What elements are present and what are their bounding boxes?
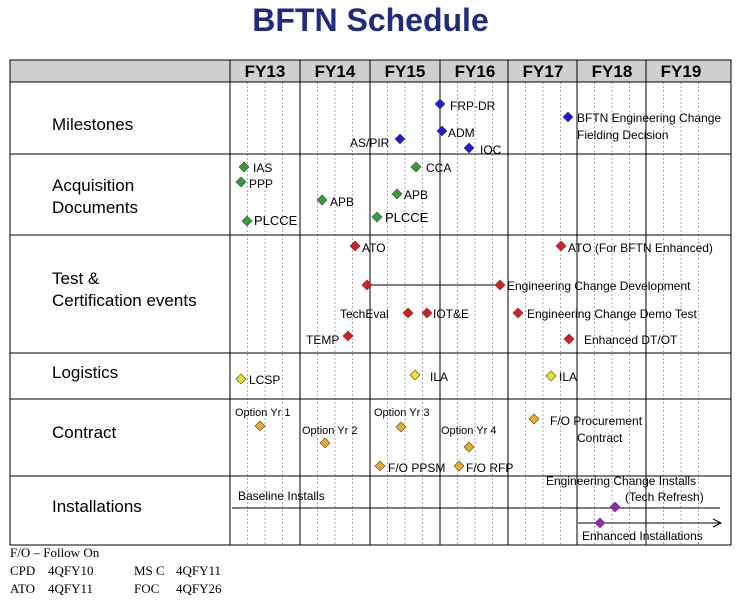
event-label: ADM (448, 126, 475, 140)
contract-marker (463, 441, 475, 453)
row-label: Contract (52, 423, 117, 442)
test-marker (563, 333, 575, 345)
event-label: TEMP (306, 333, 340, 347)
test-marker (402, 307, 414, 319)
abbr-value: 4QFY11 (176, 563, 222, 578)
document-marker (391, 188, 403, 200)
installation-marker (594, 517, 606, 529)
document-marker (371, 211, 383, 223)
fiscal-year-header: FY13 (244, 62, 286, 81)
row-label: Installations (52, 497, 142, 516)
logistics-marker (235, 373, 247, 385)
arrow-head (712, 518, 723, 528)
event-label: AS/PIR (350, 136, 390, 150)
event-label: Option Yr 2 (302, 425, 358, 437)
contract-marker (319, 437, 331, 449)
event-label: LCSP (249, 373, 281, 387)
contract-marker (254, 420, 266, 432)
event-label: Enhanced DT/OT (584, 333, 678, 347)
event-label: F/O RFP (466, 461, 514, 475)
footer-note: F/O – Follow On (10, 545, 100, 560)
event-label: Engineering Change Development (507, 279, 691, 293)
installation-marker (609, 501, 621, 513)
contract-marker (528, 413, 540, 425)
event-label: ATO (362, 241, 386, 255)
test-marker (421, 307, 433, 319)
event-label: Fielding Decision (577, 128, 669, 142)
event-label: PPP (249, 177, 274, 191)
test-marker (494, 279, 506, 291)
milestone-marker (434, 98, 446, 110)
milestone-marker (463, 142, 475, 154)
logistics-marker (409, 369, 421, 381)
row-label: Logistics (52, 363, 119, 382)
test-marker (342, 330, 354, 342)
milestone-marker (562, 111, 574, 123)
event-label: FRP-DR (450, 99, 496, 113)
abbr-value: 4QFY26 (176, 581, 222, 596)
abbr-key: CPD (10, 563, 36, 578)
document-marker (316, 194, 328, 206)
row-label: Acquisition Documents (52, 176, 138, 217)
test-marker (361, 279, 373, 291)
abbr-key: MS C (134, 563, 165, 578)
abbr-key: ATO (10, 581, 36, 596)
row-label: Milestones (52, 115, 134, 134)
event-label: Baseline Installs (238, 489, 325, 503)
event-label: CCA (426, 161, 452, 175)
test-marker (512, 307, 524, 319)
fiscal-year-header: FY14 (314, 62, 356, 81)
event-label: F/O Procurement (550, 414, 643, 428)
event-label: TechEval (340, 307, 389, 321)
document-marker (235, 176, 247, 188)
event-label: BFTN Engineering Change (577, 111, 722, 125)
logistics-marker (545, 370, 557, 382)
event-label: PLCCE (385, 210, 429, 225)
event-label: IAS (253, 161, 273, 175)
fiscal-year-header: FY15 (384, 62, 426, 81)
event-label: F/O PPSM (388, 461, 446, 475)
event-label: Option Yr 3 (374, 407, 430, 419)
event-label: Engineering Change Demo Test (527, 307, 697, 321)
document-marker (238, 161, 250, 173)
event-label: ILA (559, 370, 578, 384)
test-marker (349, 240, 361, 252)
milestone-marker (394, 133, 406, 145)
page-title: BFTN Schedule (252, 2, 489, 38)
event-label: IOT&E (433, 307, 470, 321)
abbr-value: 4QFY11 (48, 581, 94, 596)
event-label: IOC (480, 143, 502, 157)
abbr-key: FOC (134, 581, 160, 596)
footer-legend: F/O – Follow On CPD 4QFY10 MS C 4QFY11 ATO 4… (10, 544, 222, 598)
fiscal-year-header: FY16 (454, 62, 496, 81)
abbr-value: 4QFY10 (48, 563, 94, 578)
milestone-marker (436, 125, 448, 137)
event-label: APB (330, 195, 355, 209)
event-label: ATO (For BFTN Enhanced) (568, 241, 713, 255)
contract-marker (374, 460, 386, 472)
document-marker (410, 161, 422, 173)
event-label: Engineering Change Installs (546, 474, 697, 488)
event-label: ILA (430, 370, 449, 384)
test-marker (555, 240, 567, 252)
event-label: APB (404, 188, 429, 202)
event-label: Option Yr 4 (441, 425, 497, 437)
event-label: PLCCE (254, 213, 298, 228)
event-label: (Tech Refresh) (625, 490, 704, 504)
document-marker (241, 215, 253, 227)
fiscal-year-header: FY19 (660, 62, 702, 81)
event-label: Contract (577, 431, 623, 445)
fiscal-year-header: FY18 (591, 62, 633, 81)
fiscal-year-header: FY17 (522, 62, 564, 81)
event-label: Enhanced Installations (582, 529, 703, 543)
contract-marker (395, 421, 407, 433)
event-label: Option Yr 1 (235, 407, 291, 419)
row-label: Test & Certification events (52, 269, 197, 310)
contract-marker (453, 460, 465, 472)
